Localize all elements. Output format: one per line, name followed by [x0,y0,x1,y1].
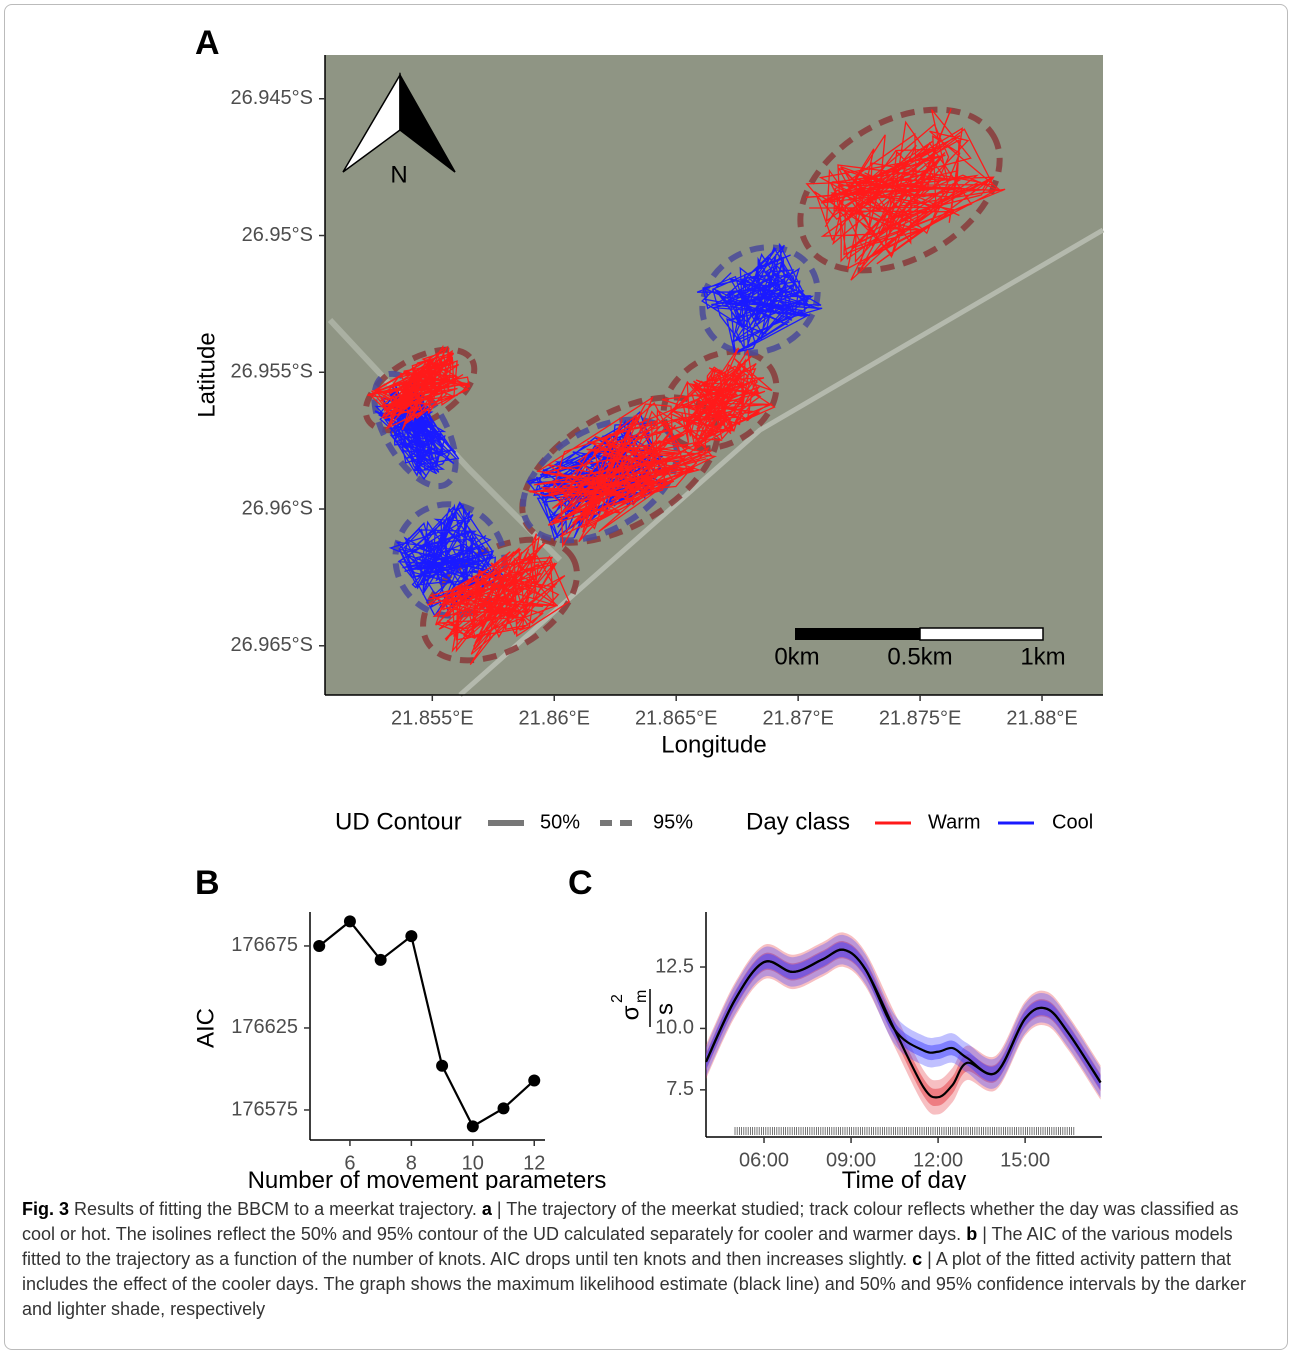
caption-letter: c [912,1249,923,1269]
y-tick-label: 176625 [231,1016,298,1038]
panel-label: B [195,864,220,902]
x-axis-label: Number of movement parameters [248,1167,607,1190]
panel-label: C [568,864,593,902]
y-tick-label: 12.5 [655,955,694,977]
scale-label: 0.5km [887,643,952,670]
ud-contour [797,106,1003,274]
point [313,939,326,952]
figure-frame [4,4,1288,1350]
road [458,227,1105,697]
caption-text: Results of fitting the BBCM to a meerkat… [69,1199,482,1219]
y-tick-label: 26.95°S [242,224,313,246]
x-tick-label: 21.865°E [635,707,718,729]
scale-label: 0km [774,643,819,670]
x-axis-label: Time of day [842,1167,967,1190]
ud-contour [699,244,821,356]
y-axis-label: Latitude [193,332,220,417]
x-tick-label: 12:00 [913,1149,963,1171]
ud-contour [362,346,478,434]
y-label-sup: 2 [609,994,626,1003]
x-tick-label: 6 [344,1152,355,1174]
y-tick-label: 176575 [231,1098,298,1120]
trajectory [528,395,717,548]
legend-title: Day class [746,808,850,835]
trajectory [427,533,571,666]
x-axis-label: Longitude [661,731,766,758]
legend-label: Warm [928,811,981,833]
estimate-line [705,948,1102,1084]
point [497,1102,510,1115]
trajectory [374,378,460,481]
caption-label: Fig. 3 [22,1199,70,1219]
scale-bar-white [919,627,1044,641]
trajectory [696,243,823,356]
y-tick-label: 7.5 [666,1078,694,1100]
x-tick-label: 06:00 [739,1149,789,1171]
legend-label: Cool [1052,811,1093,833]
ud-contour [420,536,580,664]
y-label-sub: m [633,990,650,1003]
caption-text: | The AIC of the various models fitted t… [22,1224,1233,1269]
y-tick-label: 26.945°S [230,87,313,109]
y-tick-label: 26.96°S [242,497,313,519]
x-tick-label: 12 [523,1152,545,1174]
x-tick-label: 8 [406,1152,417,1174]
caption-letter: a [481,1199,492,1219]
x-tick-label: 21.875°E [879,707,962,729]
rug [734,1127,1075,1135]
caption: Fig. 3 Results of fitting the BBCM to a … [22,1197,1267,1322]
north-arrow-right [399,72,456,173]
caption-text: | The trajectory of the meerkat studied;… [22,1199,1239,1244]
scale-label: 1km [1020,643,1065,670]
x-tick-label: 10 [462,1152,484,1174]
point [405,930,418,943]
trajectories [362,106,1006,666]
ud-contour [392,501,508,619]
x-tick-label: 21.855°E [391,707,474,729]
legend: Warm Cool [875,811,1093,833]
figure: N 0km 0.5km 1km A B C Latitude Longitude… [192,24,1105,1190]
y-tick-label: 26.965°S [230,634,313,656]
caption-letter: b [966,1224,978,1244]
panel-label: A [195,24,220,62]
point [343,915,356,928]
point [528,1074,541,1087]
x-tick-label: 21.87°E [762,707,833,729]
point [466,1120,479,1133]
x-tick-label: 21.88°E [1006,707,1077,729]
trajectory [661,347,776,452]
y-label-symbol: σ [617,1005,644,1020]
x-tick-label: 09:00 [826,1149,876,1171]
ud-contour [371,370,459,490]
point [436,1059,449,1072]
trajectory [388,501,507,618]
legend-title: UD Contour [335,808,462,835]
legend-label: 50% [540,811,580,833]
point [374,953,387,966]
caption-text: | A plot of the fitted activity pattern … [22,1249,1247,1319]
y-tick-label: 176675 [231,934,298,956]
y-tick-label: 26.955°S [230,361,313,383]
x-tick-label: 15:00 [1000,1149,1050,1171]
trajectory [805,108,1006,281]
trajectory [367,344,471,431]
y-axis-label: AIC [192,1008,219,1048]
y-tick-label: 10.0 [655,1017,694,1039]
legend-label: 95% [653,811,693,833]
line [318,919,535,1128]
scale-bar-black [795,628,920,640]
north-label: N [390,161,407,188]
x-tick-label: 21.86°E [519,707,590,729]
y-label-unit: s [651,1003,678,1015]
y-axis-label: σ 2 m s [609,989,678,1027]
